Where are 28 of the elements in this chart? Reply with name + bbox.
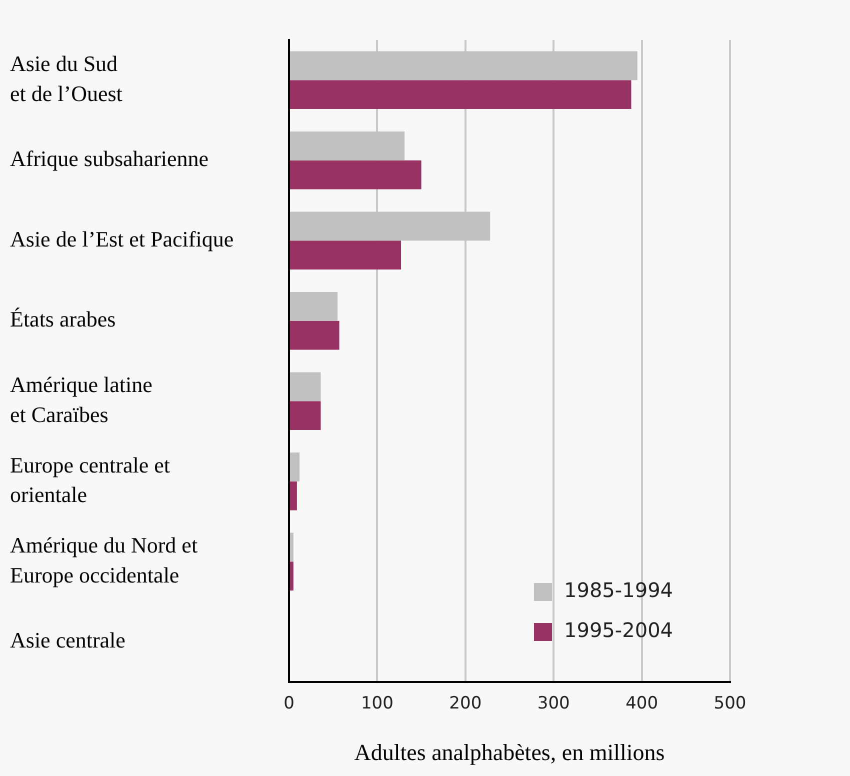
x-tick-label: 300	[537, 694, 570, 714]
bar	[290, 160, 422, 190]
bar	[290, 320, 340, 350]
bar	[290, 240, 402, 270]
legend-label: 1985-1994	[564, 578, 674, 602]
y-tick-label: Asie de l’Est et Pacifique	[10, 226, 234, 252]
y-tick-label: États arabes	[10, 306, 116, 332]
y-tick-label: Afrique subsaharienne	[10, 146, 209, 172]
x-tick-label: 200	[449, 694, 482, 714]
y-tick-label: Asie centrale	[10, 628, 126, 653]
bar	[290, 80, 632, 110]
bar	[290, 401, 321, 430]
x-axis-title: Adultes analphabètes, en millions	[354, 740, 665, 766]
y-tick-label: Amérique du Nord et Europe occidentale	[10, 532, 198, 588]
bar	[290, 372, 321, 402]
x-tick-label: 0	[284, 694, 294, 714]
legend-label: 1995-2004	[564, 618, 674, 642]
bar	[290, 481, 297, 510]
x-tick-label: 500	[714, 694, 746, 714]
bar	[290, 562, 294, 591]
bar	[290, 532, 294, 562]
y-tick-label: Amérique latine et Caraïbes	[10, 372, 152, 427]
x-tick-label: 400	[626, 694, 658, 714]
y-tick-label: Asie du Sud et de l’Ouest	[10, 51, 122, 106]
bar	[290, 452, 300, 482]
x-tick-label: 100	[360, 694, 394, 714]
bar	[290, 292, 338, 321]
y-tick-label: Europe centrale et orientale	[10, 452, 170, 508]
